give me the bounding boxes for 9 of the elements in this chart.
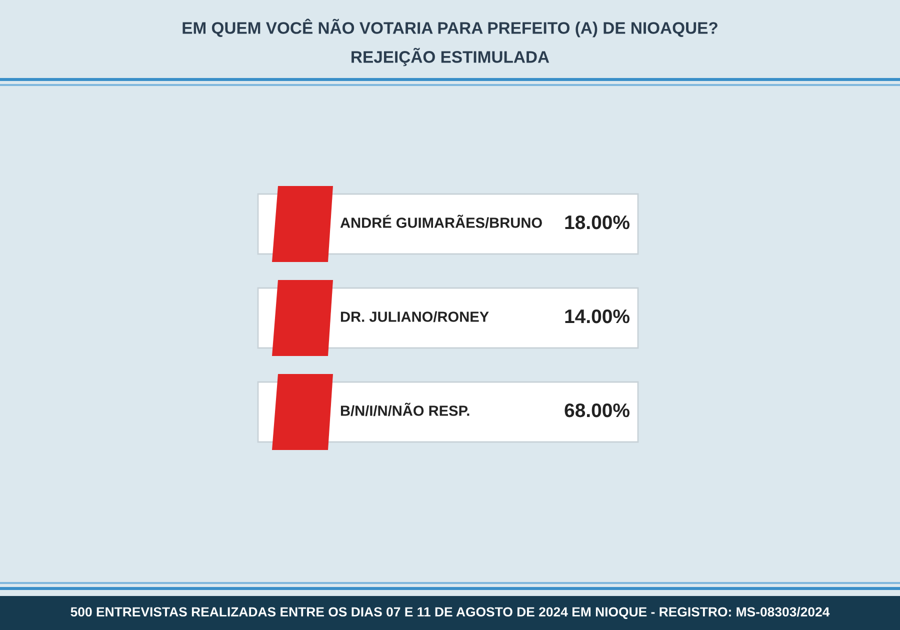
data-label: 14.00% <box>565 309 630 324</box>
category-label: ANDRÉ GUIMARÃES/BRUNO <box>340 214 542 228</box>
text: REJEIÇÃO ESTIMULADA <box>352 48 550 66</box>
text: 500 ENTREVISTAS REALIZADAS ENTRE OS DIAS 07 E 11 DE AGOSTO DE 2024 EM NIOQUE - REGISTRO: MS-08303/2024 <box>70 606 830 620</box>
category-label: B/N/I/N/NÃO RESP. <box>340 402 470 416</box>
data-label: 18.00% <box>565 215 630 230</box>
category-label: DR. JULIANO/RONEY <box>340 311 489 322</box>
data-label: 68.00% <box>564 403 630 418</box>
text: EM QUEM VOCÊ NÃO VOTARIA PARA PREFEITO (A) DE NIOAQUE? <box>182 18 718 38</box>
